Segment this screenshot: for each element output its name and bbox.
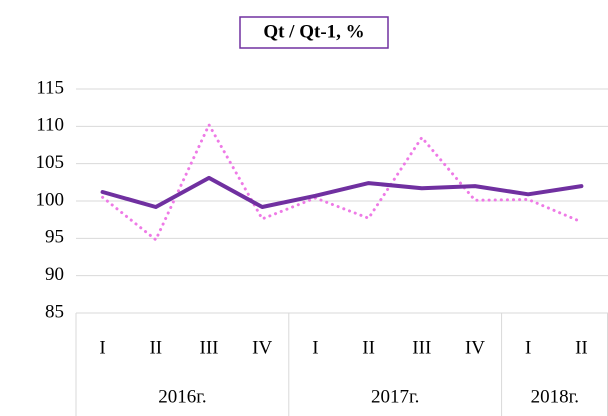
series-line bbox=[101, 123, 583, 242]
x-tick-label: IV bbox=[252, 337, 272, 358]
y-tick-label: 100 bbox=[36, 189, 65, 210]
y-tick-label: 115 bbox=[36, 77, 64, 98]
x-tick-label: I bbox=[312, 337, 318, 358]
y-tick-label: 110 bbox=[36, 115, 64, 136]
chart-title: Qt / Qt-1, % bbox=[263, 21, 364, 42]
x-tick-label: I bbox=[99, 337, 105, 358]
series-line bbox=[100, 175, 584, 209]
x-tick-label: I bbox=[525, 337, 531, 358]
group-label: 2018г. bbox=[531, 386, 579, 407]
title-box bbox=[239, 16, 389, 49]
y-tick-label: 90 bbox=[45, 264, 64, 285]
x-tick-label: III bbox=[412, 337, 431, 358]
x-tick-label: III bbox=[200, 337, 219, 358]
x-tick-label: IV bbox=[465, 337, 485, 358]
x-tick-label: II bbox=[575, 337, 588, 358]
x-tick-label: II bbox=[362, 337, 375, 358]
y-tick-label: 105 bbox=[36, 152, 65, 173]
y-tick-label: 85 bbox=[45, 301, 64, 322]
x-tick-label: II bbox=[149, 337, 162, 358]
group-label: 2016г. bbox=[158, 386, 206, 407]
group-label: 2017г. bbox=[371, 386, 419, 407]
y-tick-label: 95 bbox=[45, 227, 64, 248]
